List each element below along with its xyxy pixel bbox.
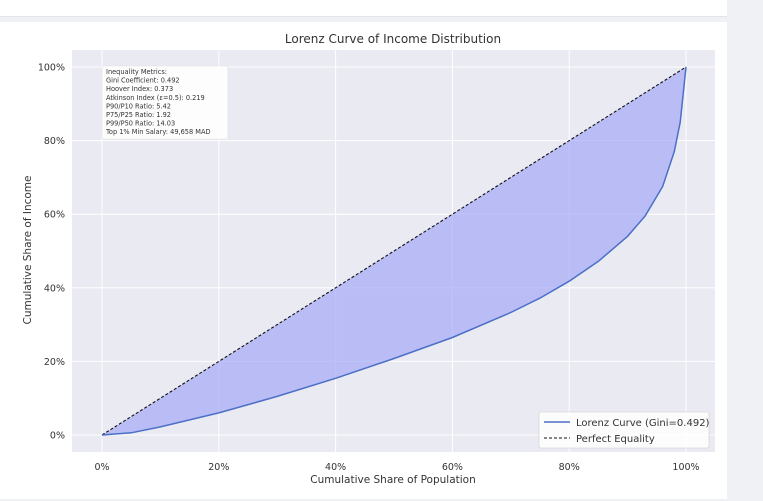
right-scroll-strip	[727, 0, 763, 501]
inequality-metrics-box: Inequality Metrics:Gini Coefficient: 0.4…	[101, 65, 229, 140]
metric-line: Atkinson Index (ε=0.5): 0.219	[106, 94, 205, 102]
x-tick-label: 60%	[442, 462, 463, 473]
legend: Lorenz Curve (Gini=0.492) Perfect Equali…	[538, 411, 710, 449]
y-tick-labels: 0% 20% 40% 60% 80% 100%	[38, 63, 65, 442]
y-axis-label: Cumulative Share of Income	[22, 176, 34, 325]
legend-label-equality: Perfect Equality	[576, 434, 655, 445]
x-tick-label: 40%	[325, 462, 346, 473]
metric-line: Gini Coefficient: 0.492	[106, 77, 180, 85]
metric-line: Inequality Metrics:	[106, 68, 167, 76]
y-tick-label: 80%	[44, 136, 65, 147]
y-tick-label: 40%	[44, 283, 65, 294]
metric-line: P99/P50 Ratio: 14.03	[106, 120, 175, 128]
metric-line: Hoover Index: 0.373	[106, 85, 173, 93]
x-tick-label: 100%	[672, 462, 699, 473]
x-tick-label: 0%	[94, 462, 109, 473]
y-tick-label: 0%	[50, 431, 65, 442]
legend-label-lorenz: Lorenz Curve (Gini=0.492)	[576, 418, 710, 429]
x-axis-label: Cumulative Share of Population	[310, 474, 476, 486]
lorenz-curve-line	[101, 66, 687, 436]
x-tick-label: 80%	[559, 462, 580, 473]
chart-title: Lorenz Curve of Income Distribution	[285, 32, 501, 46]
metric-line: P90/P10 Ratio: 5.42	[106, 102, 171, 110]
metric-line: Top 1% Min Salary: 49,658 MAD	[105, 128, 211, 136]
x-tick-label: 20%	[208, 462, 229, 473]
metric-line: P75/P25 Ratio: 1.92	[106, 111, 171, 119]
y-tick-label: 60%	[44, 210, 65, 221]
perfect-equality-line	[101, 66, 687, 436]
x-tick-labels: 0% 20% 40% 60% 80% 100%	[94, 462, 699, 473]
top-card	[0, 0, 727, 17]
y-tick-label: 20%	[44, 357, 65, 368]
y-tick-label: 100%	[38, 63, 65, 74]
